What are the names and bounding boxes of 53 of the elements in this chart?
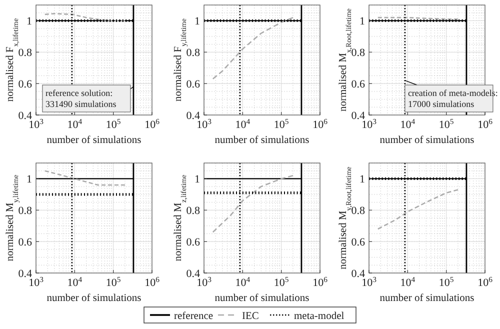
- y-tick-label: 0.4: [351, 268, 366, 280]
- x-tick-label: 10$^{6}$: [312, 116, 328, 131]
- x-axis-title: number of simulations: [46, 293, 142, 304]
- x-tick-label: 10$^{4}$: [67, 274, 82, 289]
- y-tick-label: 0.4: [186, 268, 200, 280]
- y-tick-label: 1: [26, 16, 32, 28]
- x-tick-label: 10$^{5}$: [106, 274, 121, 289]
- x-axis-title: number of simulations: [214, 135, 310, 146]
- y-tick-label: 0.8: [351, 205, 366, 218]
- x-tick-label: 10$^{5}$: [274, 116, 289, 131]
- y-tick-label: 0.8: [186, 47, 200, 60]
- x-tick-label: 10$^{6}$: [478, 116, 493, 131]
- x-tick-label: 10$^{6}$: [144, 116, 160, 131]
- x-tick-label: 10$^{4}$: [400, 116, 416, 131]
- x-tick-label: 10$^{5}$: [438, 274, 454, 289]
- y-tick-label: 0.8: [18, 47, 32, 60]
- x-tick-label: 10$^{4}$: [67, 116, 82, 131]
- x-tick-label: 10$^{6}$: [144, 274, 160, 289]
- y-tick-label: 0.6: [351, 78, 366, 91]
- y-tick-label: 0.6: [18, 236, 32, 249]
- x-tick-label: 10$^{6}$: [478, 274, 493, 289]
- annotation: reference solution: 331490 simulations: [45, 88, 117, 109]
- x-tick-label: 10$^{6}$: [312, 274, 328, 289]
- y-tick-label: 0.8: [18, 205, 32, 218]
- y-tick-label: 0.6: [186, 236, 200, 249]
- y-tick-label: 1: [360, 16, 365, 28]
- x-tick-label: 10$^{5}$: [274, 274, 289, 289]
- y-tick-label: 0.4: [18, 268, 32, 280]
- x-tick-label: 10$^{4}$: [235, 116, 250, 131]
- y-tick-label: 0.4: [351, 110, 366, 122]
- y-tick-label: 1: [26, 174, 32, 186]
- y-tick-label: 0.6: [18, 78, 32, 91]
- y-tick-label: 0.8: [351, 47, 366, 60]
- x-axis-title: number of simulations: [214, 293, 310, 304]
- x-tick-label: 10$^{4}$: [235, 274, 250, 289]
- x-axis-title: number of simulations: [380, 293, 474, 304]
- x-tick-label: 10$^{5}$: [438, 116, 454, 131]
- x-axis-title: number of simulations: [380, 135, 474, 146]
- legend-label: reference: [174, 311, 214, 322]
- legend-label: meta-model: [294, 311, 344, 322]
- x-tick-label: 10$^{4}$: [400, 274, 416, 289]
- y-tick-label: 1: [360, 174, 365, 186]
- x-tick-label: 10$^{5}$: [106, 116, 121, 131]
- annotation: creation of meta-models: 17000 simulations: [408, 88, 498, 109]
- y-tick-label: 1: [194, 16, 200, 28]
- y-tick-label: 1: [194, 174, 200, 186]
- y-tick-label: 0.6: [186, 78, 200, 91]
- y-tick-label: 0.4: [186, 110, 200, 122]
- y-tick-label: 0.8: [186, 205, 200, 218]
- y-tick-label: 0.4: [18, 110, 32, 122]
- y-tick-label: 0.6: [351, 236, 366, 249]
- legend-label: IEC: [242, 311, 259, 322]
- x-axis-title: number of simulations: [46, 135, 142, 146]
